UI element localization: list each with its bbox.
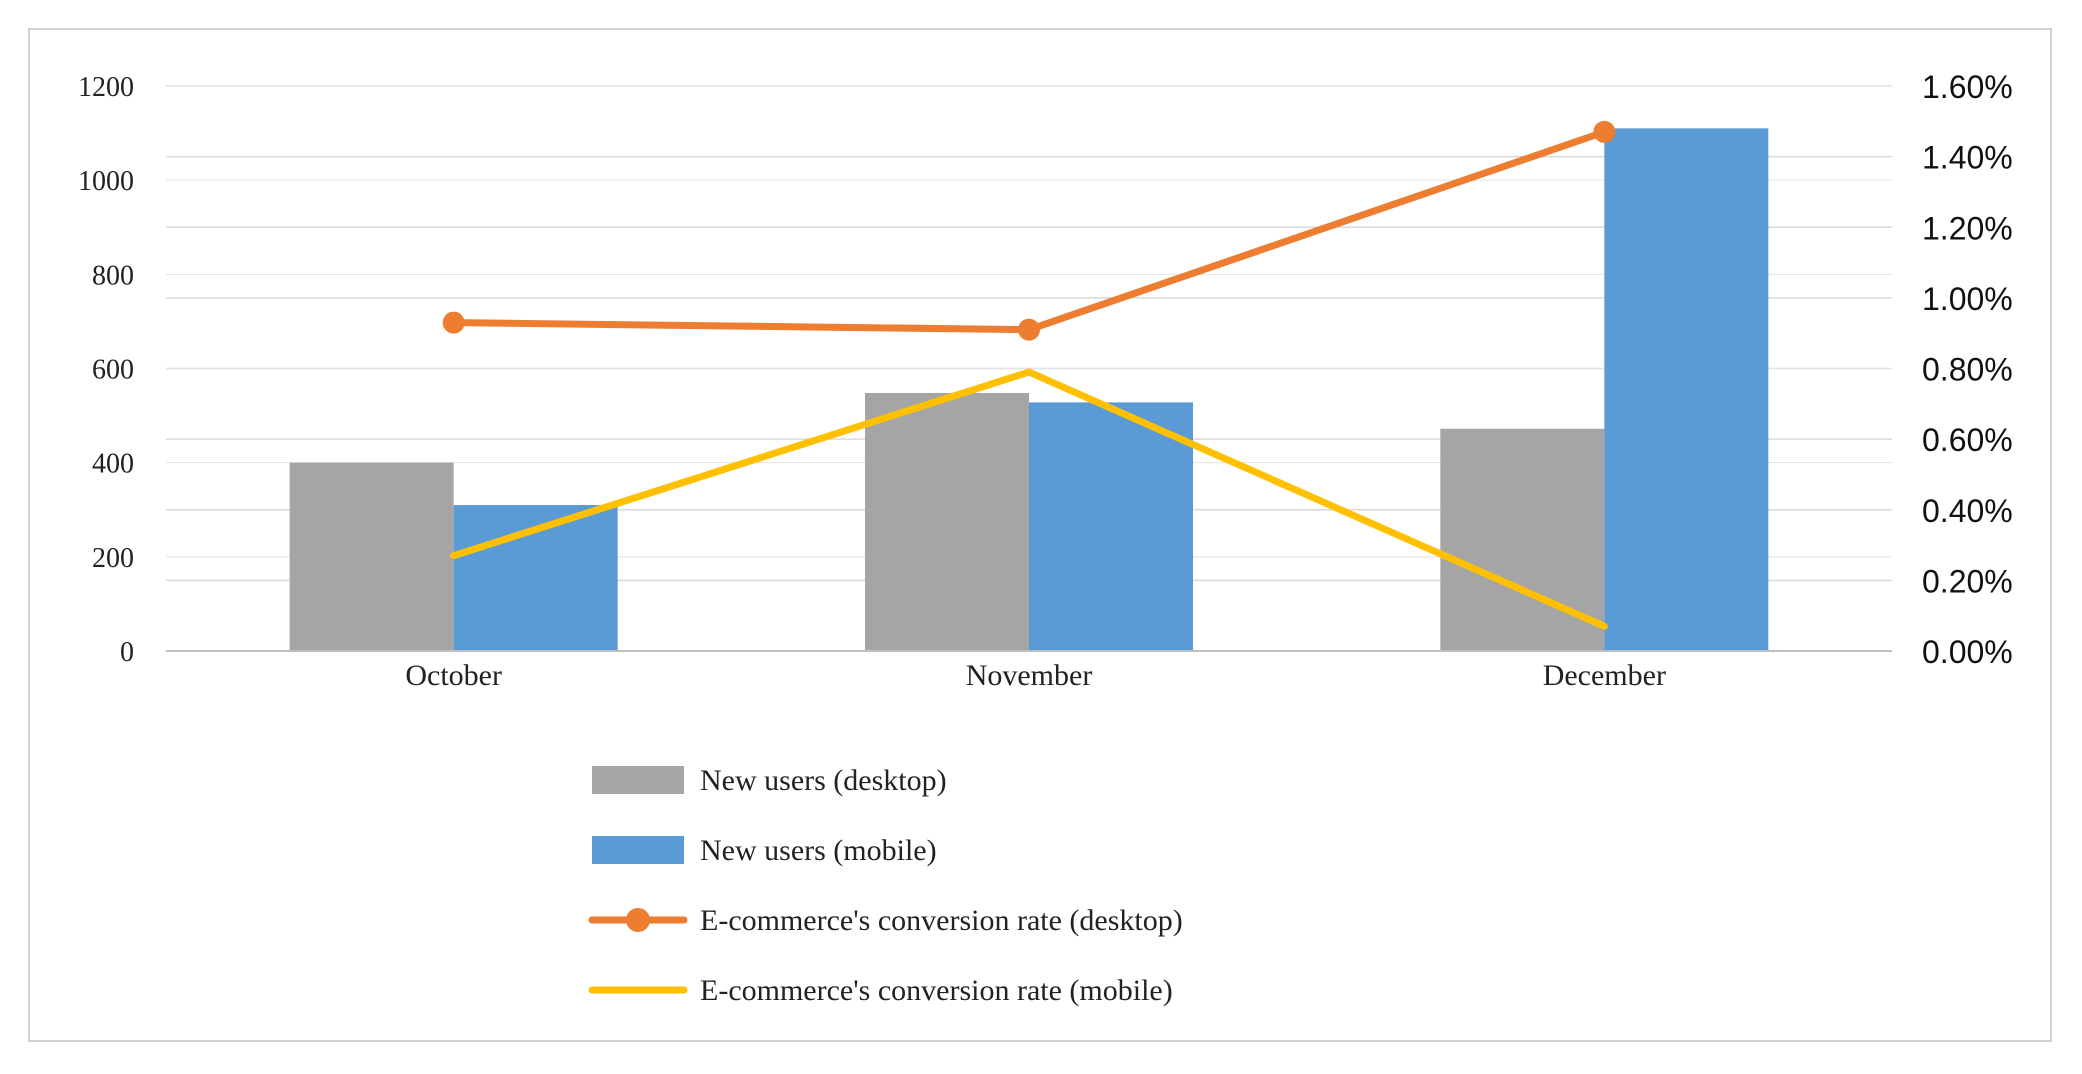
bar <box>865 392 1029 651</box>
lines <box>442 120 1616 630</box>
chart-frame: 0 200 400 600 800 1000 1200 0.00% 0.20% 0.40% 0.6… <box>28 28 2052 1042</box>
right-tick-label: 0.80% <box>1922 352 2013 388</box>
left-tick-label: 800 <box>92 260 134 291</box>
legend-swatch <box>592 836 684 864</box>
right-tick-label: 1.60% <box>1922 69 2013 105</box>
category-labels: October November December <box>405 659 1666 692</box>
category-label: October <box>405 659 502 692</box>
series-line <box>450 368 1608 630</box>
legend: New users (desktop) New users (mobile) E-c… <box>588 764 1183 1007</box>
right-tick-label: 1.20% <box>1922 210 2013 246</box>
series-line <box>450 128 1608 334</box>
category-label: November <box>966 659 1093 692</box>
combo-chart: 0 200 400 600 800 1000 1200 0.00% 0.20% 0.40% 0.6… <box>78 69 2013 1007</box>
bar <box>1604 128 1769 651</box>
right-tick-label: 0.40% <box>1922 493 2013 529</box>
left-tick-label: 600 <box>92 355 134 386</box>
line-point <box>1018 318 1040 341</box>
left-tick-label: 1000 <box>78 166 134 197</box>
legend-swatch <box>592 766 684 794</box>
right-axis-ticks: 0.00% 0.20% 0.40% 0.60% 0.80% 1.00% 1.20% 1.40%… <box>1922 69 2013 670</box>
bar <box>289 462 454 651</box>
legend-label: E-commerce's conversion rate (desktop) <box>700 904 1183 937</box>
legend-label: New users (desktop) <box>700 764 947 797</box>
left-tick-label: 200 <box>92 543 134 574</box>
right-tick-label: 1.00% <box>1922 281 2013 317</box>
right-tick-label: 1.40% <box>1922 140 2013 176</box>
bar <box>1029 402 1193 651</box>
legend-label: E-commerce's conversion rate (mobile) <box>700 974 1173 1007</box>
legend-marker <box>626 908 650 932</box>
right-tick-label: 0.00% <box>1922 634 2013 670</box>
line-point <box>442 311 465 334</box>
category-label: December <box>1543 659 1666 692</box>
left-tick-label: 0 <box>120 637 134 668</box>
line-point <box>1593 120 1616 143</box>
right-tick-label: 0.60% <box>1922 422 2013 458</box>
left-tick-label: 1200 <box>78 72 134 103</box>
left-tick-label: 400 <box>92 449 134 480</box>
left-axis-ticks: 0 200 400 600 800 1000 1200 <box>78 72 134 668</box>
right-tick-label: 0.20% <box>1922 563 2013 599</box>
legend-label: New users (mobile) <box>700 834 937 867</box>
bars <box>289 128 1769 651</box>
